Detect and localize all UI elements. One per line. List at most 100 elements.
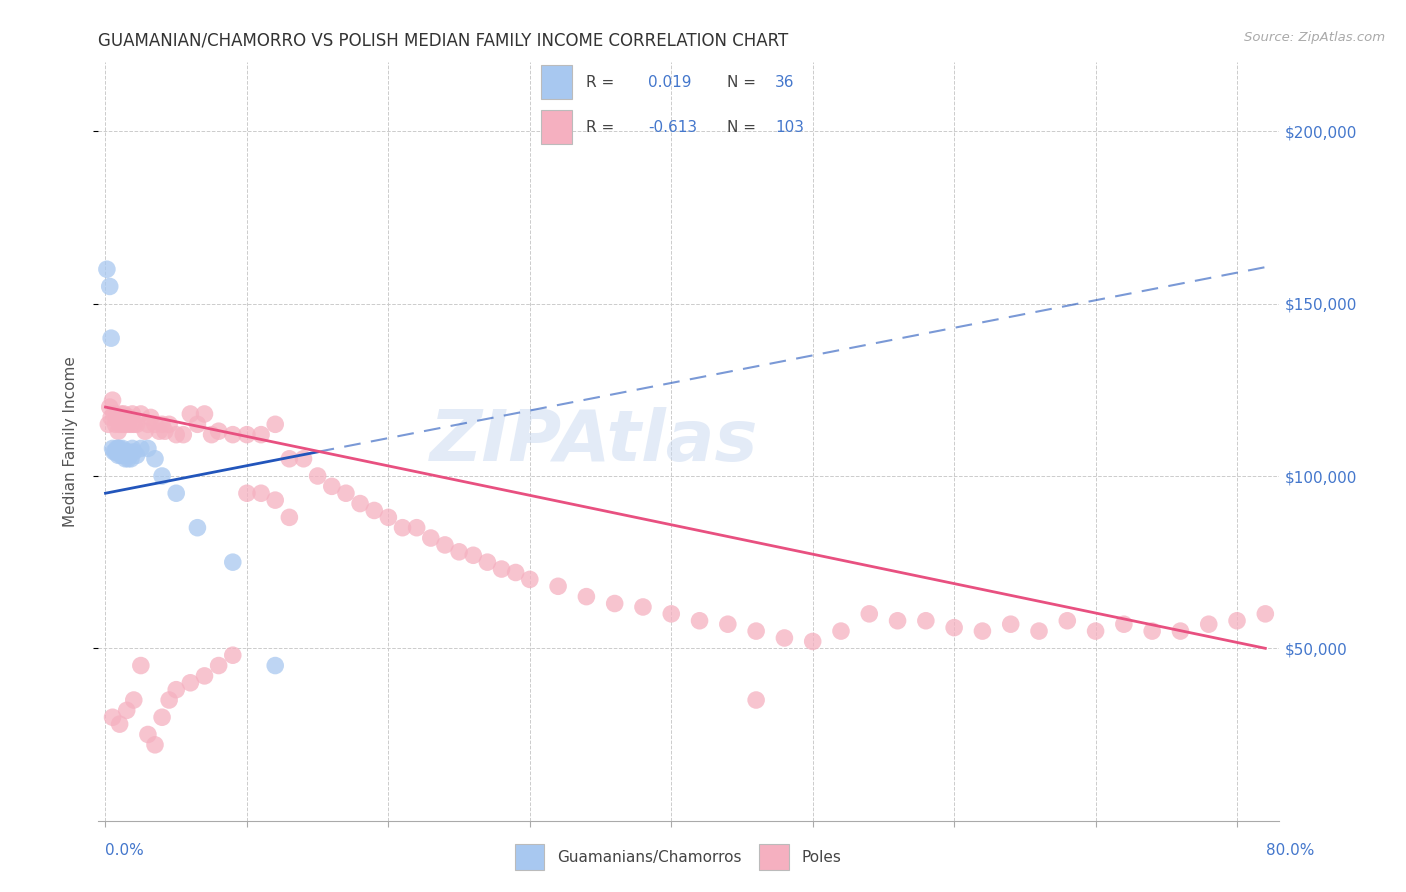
Point xyxy=(321,479,343,493)
Point xyxy=(307,469,329,483)
Point xyxy=(745,693,768,707)
Text: 36: 36 xyxy=(775,75,794,90)
Point xyxy=(120,417,142,432)
Point xyxy=(105,445,128,459)
Point xyxy=(222,648,245,663)
Point xyxy=(150,710,173,724)
Point xyxy=(118,410,141,425)
Point xyxy=(107,424,129,438)
Point xyxy=(121,442,143,456)
Point xyxy=(110,445,132,459)
Point xyxy=(108,445,131,459)
Point xyxy=(114,451,136,466)
Point xyxy=(115,703,138,717)
Point xyxy=(1112,617,1135,632)
Point xyxy=(120,451,142,466)
Point xyxy=(110,448,132,462)
Point xyxy=(250,427,273,442)
Point xyxy=(391,521,413,535)
Point xyxy=(101,442,124,456)
Point xyxy=(125,448,148,462)
Point xyxy=(136,417,159,432)
Point xyxy=(193,669,215,683)
Point xyxy=(108,717,131,731)
Text: 80.0%: 80.0% xyxy=(1267,843,1315,857)
Point xyxy=(136,442,159,456)
Point xyxy=(179,407,201,421)
Point xyxy=(112,445,135,459)
Point xyxy=(104,417,127,432)
Point xyxy=(264,493,287,508)
Point xyxy=(98,400,121,414)
Point xyxy=(801,634,824,648)
Point xyxy=(363,503,385,517)
Point xyxy=(264,658,287,673)
Point xyxy=(575,590,598,604)
Point xyxy=(419,531,441,545)
Point xyxy=(165,427,187,442)
Point xyxy=(236,427,259,442)
Point xyxy=(477,555,499,569)
Point xyxy=(117,451,139,466)
Text: R =: R = xyxy=(586,120,614,135)
Point xyxy=(105,442,128,456)
Bar xyxy=(541,65,572,99)
Point xyxy=(121,407,143,421)
Y-axis label: Median Family Income: Median Family Income xyxy=(63,356,77,527)
Point xyxy=(97,417,120,432)
Point xyxy=(165,486,187,500)
Point xyxy=(118,448,141,462)
Point xyxy=(505,566,527,580)
Point xyxy=(972,624,994,639)
Point xyxy=(1084,624,1107,639)
Point xyxy=(1140,624,1163,639)
Text: ZIPAtlas: ZIPAtlas xyxy=(430,407,759,476)
Point xyxy=(449,545,471,559)
Point xyxy=(292,451,315,466)
Point xyxy=(659,607,682,621)
Point xyxy=(122,693,145,707)
Point xyxy=(112,448,135,462)
Point xyxy=(139,410,162,425)
Point xyxy=(129,407,152,421)
Point xyxy=(100,410,122,425)
Point xyxy=(98,279,121,293)
Text: R =: R = xyxy=(586,75,614,90)
Point xyxy=(463,548,485,563)
Text: 0.0%: 0.0% xyxy=(105,843,145,857)
Point xyxy=(186,417,208,432)
Point xyxy=(717,617,740,632)
Point xyxy=(111,448,134,462)
Text: GUAMANIAN/CHAMORRO VS POLISH MEDIAN FAMILY INCOME CORRELATION CHART: GUAMANIAN/CHAMORRO VS POLISH MEDIAN FAMI… xyxy=(98,31,789,49)
Point xyxy=(915,614,938,628)
Point xyxy=(115,410,138,425)
Point xyxy=(491,562,513,576)
Point xyxy=(208,658,231,673)
Point xyxy=(105,410,128,425)
Point xyxy=(112,407,135,421)
Point xyxy=(886,614,908,628)
Point xyxy=(193,407,215,421)
Point xyxy=(377,510,399,524)
Text: -0.613: -0.613 xyxy=(648,120,697,135)
Point xyxy=(110,407,132,421)
Point xyxy=(115,448,138,462)
Point xyxy=(111,442,134,456)
Point xyxy=(689,614,711,628)
Point xyxy=(830,624,852,639)
Text: Guamanians/Chamorros: Guamanians/Chamorros xyxy=(557,850,741,864)
Point xyxy=(745,624,768,639)
Point xyxy=(153,424,176,438)
Point xyxy=(165,682,187,697)
Point xyxy=(129,658,152,673)
Text: Poles: Poles xyxy=(801,850,841,864)
Point xyxy=(103,407,125,421)
Point xyxy=(136,727,159,741)
Bar xyxy=(759,844,789,871)
Bar xyxy=(541,111,572,145)
Point xyxy=(1028,624,1050,639)
Point xyxy=(108,417,131,432)
Point xyxy=(186,521,208,535)
Point xyxy=(101,393,124,408)
Point xyxy=(943,621,966,635)
